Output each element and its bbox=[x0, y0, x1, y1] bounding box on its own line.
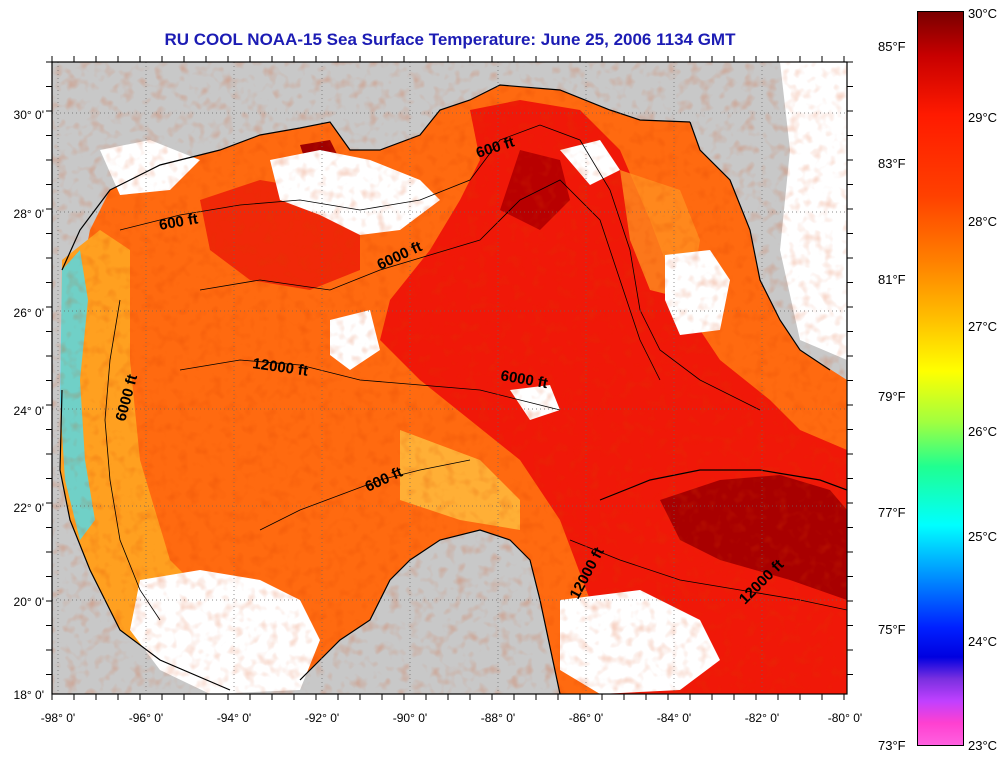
sst-texture bbox=[52, 62, 847, 694]
lat-tick-label: 26° 0' bbox=[14, 306, 44, 320]
contour-caribbean bbox=[569, 539, 847, 611]
contour-600ft bbox=[119, 124, 761, 411]
contour-label-600ft: 600 ft bbox=[158, 210, 200, 234]
lon-tick-label: -98° 0' bbox=[41, 711, 75, 725]
lat-tick-label: 30° 0' bbox=[14, 108, 44, 122]
celsius-label: 23°C bbox=[968, 738, 998, 753]
fahrenheit-label: 85°F bbox=[878, 39, 906, 54]
fahrenheit-label: 79°F bbox=[878, 389, 906, 404]
lon-tick-label: -92° 0' bbox=[305, 711, 339, 725]
contour-12000ft bbox=[179, 359, 561, 411]
fahrenheit-label: 83°F bbox=[878, 156, 906, 171]
latitude-tick-labels: 30° 0' 28° 0' 26° 0' 24° 0' 22° 0' 20° 0… bbox=[14, 108, 44, 702]
lon-tick-label: -80° 0' bbox=[828, 711, 862, 725]
longitude-tick-labels: -98° 0' -96° 0' -94° 0' -92° 0' -90° 0' … bbox=[41, 711, 862, 725]
contour-6000ft bbox=[104, 299, 161, 621]
tick-marks bbox=[46, 56, 853, 700]
mexico-coast bbox=[59, 389, 231, 691]
lat-tick-label: 24° 0' bbox=[14, 404, 44, 418]
coastlines bbox=[59, 84, 847, 694]
lat-tick-label: 20° 0' bbox=[14, 595, 44, 609]
contour-6000ft-mid bbox=[199, 179, 661, 381]
bathymetry-contours bbox=[104, 124, 847, 621]
florida-coast bbox=[689, 121, 831, 371]
map-title: RU COOL NOAA-15 Sea Surface Temperature:… bbox=[164, 30, 736, 49]
celsius-label: 30°C bbox=[968, 6, 998, 21]
celsius-label: 27°C bbox=[968, 319, 998, 334]
lat-tick-label: 22° 0' bbox=[14, 501, 44, 515]
lat-lon-grid bbox=[52, 62, 847, 694]
lon-tick-label: -90° 0' bbox=[393, 711, 427, 725]
lat-tick-label: 18° 0' bbox=[14, 688, 44, 702]
lon-tick-label: -82° 0' bbox=[745, 711, 779, 725]
lon-tick-label: -96° 0' bbox=[129, 711, 163, 725]
us-gulf-coast bbox=[61, 84, 691, 271]
fahrenheit-label: 73°F bbox=[878, 738, 906, 753]
celsius-label: 28°C bbox=[968, 214, 998, 229]
celsius-label: 26°C bbox=[968, 424, 998, 439]
lon-tick-label: -86° 0' bbox=[569, 711, 603, 725]
map-frame bbox=[51, 61, 848, 695]
lon-tick-label: -88° 0' bbox=[481, 711, 515, 725]
celsius-label: 29°C bbox=[968, 110, 998, 125]
cuba-coast bbox=[599, 469, 847, 501]
contour-600ft-south bbox=[259, 459, 471, 531]
celsius-label: 25°C bbox=[968, 529, 998, 544]
lon-tick-label: -84° 0' bbox=[657, 711, 691, 725]
fahrenheit-label: 75°F bbox=[878, 622, 906, 637]
lon-tick-label: -94° 0' bbox=[217, 711, 251, 725]
celsius-label: 24°C bbox=[968, 634, 998, 649]
temperature-colorbar bbox=[917, 11, 964, 746]
lat-tick-label: 28° 0' bbox=[14, 207, 44, 221]
fahrenheit-label: 77°F bbox=[878, 505, 906, 520]
fahrenheit-label: 81°F bbox=[878, 272, 906, 287]
yucatan-coast bbox=[299, 529, 561, 694]
